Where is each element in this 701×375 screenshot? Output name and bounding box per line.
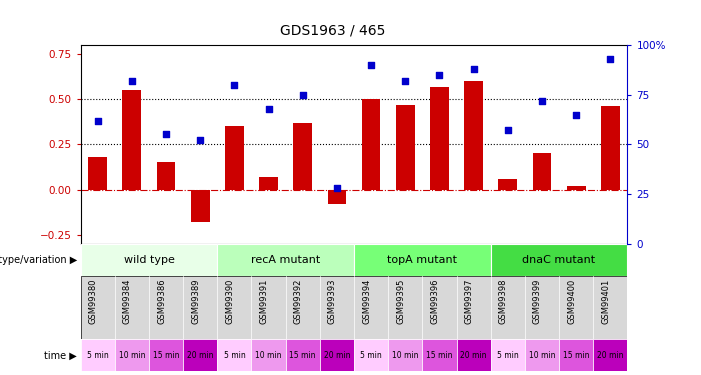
Bar	[88, 157, 107, 189]
Bar	[491, 244, 627, 276]
Bar	[559, 339, 593, 371]
Text: GSM99386: GSM99386	[157, 279, 166, 324]
Text: 5 min: 5 min	[224, 351, 245, 360]
Text: GSM99398: GSM99398	[499, 279, 508, 324]
Text: time ▶: time ▶	[44, 350, 77, 360]
Bar	[422, 339, 456, 371]
Point	[536, 98, 547, 104]
Text: GSM99391: GSM99391	[259, 279, 268, 324]
Bar	[430, 87, 449, 189]
Text: GSM99401: GSM99401	[601, 279, 611, 324]
Point	[605, 56, 616, 62]
Point	[161, 132, 172, 138]
Bar	[601, 106, 620, 189]
Point	[263, 106, 274, 112]
Text: 15 min: 15 min	[563, 351, 590, 360]
Text: GSM99400: GSM99400	[567, 279, 576, 324]
Text: genotype/variation ▶: genotype/variation ▶	[0, 255, 77, 265]
Point	[468, 66, 479, 72]
Point	[195, 137, 206, 143]
Text: 10 min: 10 min	[255, 351, 282, 360]
Bar	[498, 179, 517, 189]
Text: GSM99380: GSM99380	[89, 279, 97, 324]
Text: GSM99392: GSM99392	[294, 279, 303, 324]
Text: 20 min: 20 min	[324, 351, 350, 360]
Text: GSM99390: GSM99390	[226, 279, 234, 324]
Text: GSM99384: GSM99384	[123, 279, 132, 324]
Bar	[533, 153, 552, 189]
Text: recA mutant: recA mutant	[251, 255, 320, 265]
Text: 20 min: 20 min	[597, 351, 624, 360]
Text: GSM99395: GSM99395	[396, 279, 405, 324]
Text: 10 min: 10 min	[392, 351, 418, 360]
Bar	[320, 339, 354, 371]
Text: 5 min: 5 min	[497, 351, 519, 360]
Text: dnaC mutant: dnaC mutant	[522, 255, 596, 265]
Text: topA mutant: topA mutant	[388, 255, 457, 265]
Point	[297, 92, 308, 98]
Bar	[491, 339, 525, 371]
Text: GSM99393: GSM99393	[328, 279, 337, 324]
Bar	[362, 99, 381, 189]
Text: GSM99399: GSM99399	[533, 279, 542, 324]
Point	[571, 112, 582, 118]
Point	[126, 78, 137, 84]
Bar	[81, 339, 115, 371]
Bar	[593, 339, 627, 371]
Text: GSM99396: GSM99396	[430, 279, 440, 324]
Text: 10 min: 10 min	[118, 351, 145, 360]
Bar	[217, 339, 252, 371]
Bar	[156, 162, 175, 189]
Text: 20 min: 20 min	[187, 351, 214, 360]
Bar	[191, 189, 210, 222]
Bar	[115, 339, 149, 371]
Bar	[396, 105, 415, 189]
Text: 10 min: 10 min	[529, 351, 555, 360]
Text: GSM99389: GSM99389	[191, 279, 200, 324]
Bar	[566, 186, 585, 189]
Text: 15 min: 15 min	[290, 351, 316, 360]
Bar	[183, 339, 217, 371]
Point	[502, 128, 513, 134]
Text: 20 min: 20 min	[461, 351, 487, 360]
Bar	[225, 126, 244, 189]
Text: 5 min: 5 min	[360, 351, 382, 360]
Text: 5 min: 5 min	[87, 351, 109, 360]
Bar	[149, 339, 183, 371]
Text: wild type: wild type	[123, 255, 175, 265]
Bar	[456, 339, 491, 371]
Bar	[388, 339, 422, 371]
Bar	[217, 244, 354, 276]
Bar	[525, 339, 559, 371]
Point	[365, 62, 376, 68]
Bar	[327, 189, 346, 204]
Point	[434, 72, 445, 78]
Text: 15 min: 15 min	[426, 351, 453, 360]
Bar	[354, 244, 491, 276]
Bar	[123, 90, 142, 189]
Bar	[293, 123, 312, 189]
Text: GSM99397: GSM99397	[465, 279, 474, 324]
Point	[332, 185, 343, 191]
Text: GDS1963 / 465: GDS1963 / 465	[280, 24, 386, 38]
Bar	[81, 244, 217, 276]
Bar	[464, 81, 483, 189]
Bar	[259, 177, 278, 189]
Bar	[252, 339, 286, 371]
Text: 15 min: 15 min	[153, 351, 179, 360]
Bar	[286, 339, 320, 371]
Point	[92, 117, 103, 123]
Text: GSM99394: GSM99394	[362, 279, 371, 324]
Point	[400, 78, 411, 84]
Point	[229, 82, 240, 88]
Bar	[354, 339, 388, 371]
